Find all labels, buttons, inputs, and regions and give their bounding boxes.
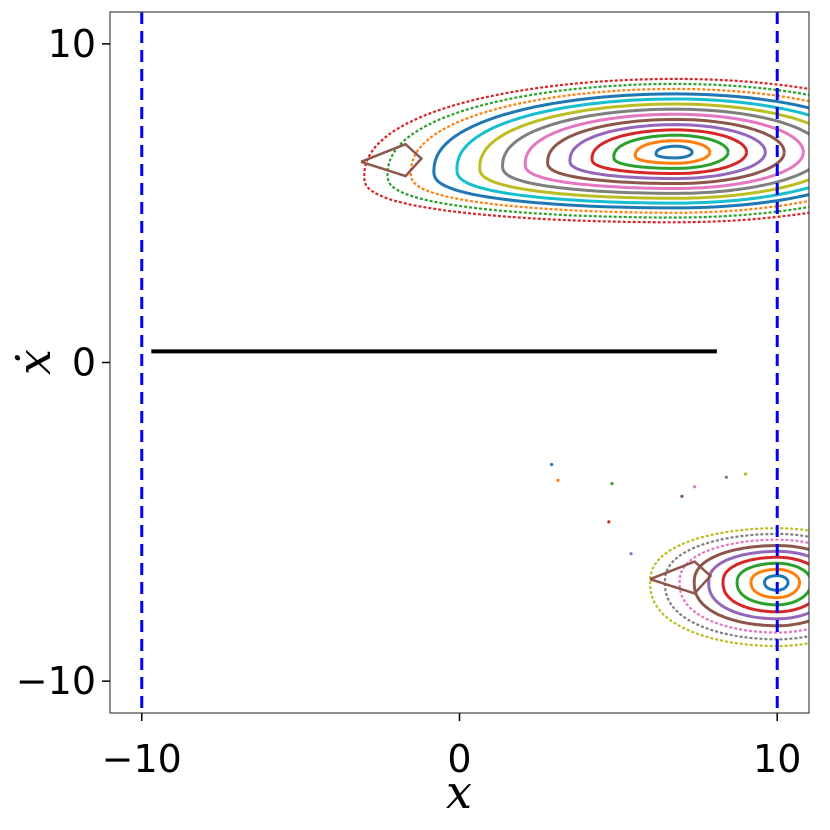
y-axis-label: ẋ [7, 349, 61, 375]
y-tick-label-2: 0 [72, 341, 96, 385]
upper-island-orbit-9 [478, 102, 809, 200]
upper-island-orbit-12 [409, 87, 809, 214]
upper-island-orbit-14 [363, 77, 809, 224]
upper-island-tip-orbit [360, 142, 424, 178]
upper-island-orbit-10 [455, 97, 809, 205]
x-axis-label: x [446, 765, 472, 819]
x-tick-label-2: 0 [447, 737, 471, 781]
upper-island-orbit-8 [500, 107, 809, 195]
lower-island-orbit-7 [678, 538, 809, 634]
stray-point-7 [693, 485, 697, 489]
lower-island-orbit-9 [648, 527, 809, 648]
upper-island-orbit-3 [612, 133, 730, 170]
upper-island-orbit-13 [386, 82, 809, 219]
lower-island-orbit-5 [707, 549, 809, 621]
lower-island-tip-orbit [649, 560, 713, 595]
lower-island-orbit-1 [763, 574, 790, 592]
stray-point-9 [743, 472, 748, 476]
stray-point-5 [629, 552, 633, 556]
upper-island-orbit-6 [546, 117, 786, 185]
stray-point-4 [607, 520, 611, 524]
stray-point-2 [556, 478, 560, 482]
x-tick-label-1: −10 [102, 737, 182, 781]
y-tick-label-1: −10 [16, 659, 96, 703]
upper-island-orbit-4 [590, 128, 749, 175]
upper-island-orbit-7 [523, 112, 805, 190]
stray-point-3 [610, 481, 614, 486]
overlay-layer [140, 12, 779, 713]
ticks-layer: −10 0 10 −10 0 10 [16, 22, 802, 781]
lower-island-orbit-2 [749, 567, 801, 600]
x-tick-label-3: 10 [753, 737, 801, 781]
upper-island-orbit-11 [432, 92, 809, 210]
lower-island-orbit-3 [735, 561, 809, 607]
lower-island-orbit-4 [721, 555, 809, 614]
plot-background [110, 12, 809, 713]
y-tick-label-3: 10 [48, 22, 96, 66]
data-layer [360, 77, 809, 648]
upper-island-orbit-2 [633, 139, 712, 165]
upper-island-orbit-1 [654, 144, 694, 160]
lower-island-orbit-6 [692, 543, 809, 628]
stray-point-1 [550, 462, 554, 467]
upper-island-orbit-5 [568, 123, 767, 181]
stray-point-6 [680, 494, 684, 498]
stray-point-8 [724, 475, 728, 479]
